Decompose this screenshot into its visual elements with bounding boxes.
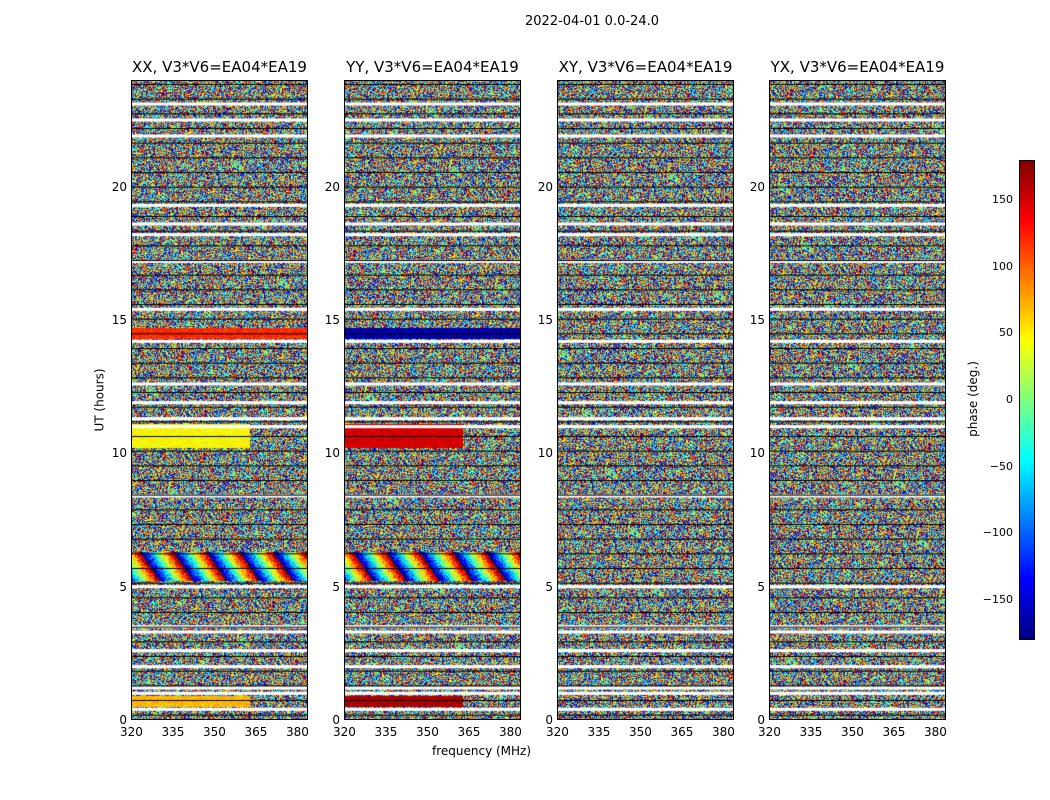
x-tick-label: 365 [670, 725, 694, 739]
y-axis-label: UT (hours) [92, 368, 107, 432]
colorbar-tick-label: 150 [992, 193, 1013, 206]
y-tick-label: 10 [324, 446, 340, 461]
x-tick-label: 380 [923, 725, 947, 739]
y-tick-label: 0 [545, 713, 553, 727]
x-tick-label: 335 [374, 725, 398, 739]
y-tick-label: 5 [757, 579, 765, 594]
y-tick-label: 20 [324, 179, 340, 194]
x-tick-label: 380 [711, 725, 735, 739]
y-tick-label: 15 [537, 313, 553, 327]
x-tick-label: 350 [628, 725, 652, 739]
y-tick-label: 5 [119, 579, 127, 594]
heatmap-4 [769, 80, 946, 720]
x-tick-label: 320 [333, 725, 356, 739]
colorbar-tick-label: −150 [982, 593, 1013, 606]
x-tick-label: 350 [202, 725, 226, 739]
heatmap-1 [131, 80, 308, 720]
x-tick-label: 365 [882, 725, 906, 739]
y-tick-label: 15 [111, 313, 127, 327]
y-tick-label: 5 [332, 579, 340, 594]
y-tick-label: 10 [749, 446, 765, 461]
colorbar-gradient [1019, 160, 1035, 640]
colorbar-tick-label: 100 [992, 259, 1013, 273]
x-tick-label: 365 [244, 725, 268, 739]
x-tick-label: 335 [799, 725, 823, 739]
panel-title-1: XX, V3*V6=EA04*EA19 [132, 58, 307, 76]
x-tick-label: 335 [161, 725, 185, 739]
heatmap-2 [344, 80, 521, 720]
y-tick-label: 0 [757, 713, 765, 727]
y-tick-label: 10 [111, 446, 127, 461]
y-tick-label: 5 [545, 579, 553, 594]
x-tick-label: 380 [498, 725, 522, 739]
panel-title-2: YY, V3*V6=EA04*EA19 [346, 58, 519, 76]
figure-title: 2022-04-01 0.0-24.0 [525, 14, 659, 29]
colorbar-tick-label: −100 [982, 526, 1013, 540]
panel-title-4: YX, V3*V6=EA04*EA19 [770, 58, 945, 76]
colorbar-tick-label: 0 [1006, 393, 1013, 406]
colorbar-tick-label: −50 [989, 459, 1013, 473]
y-tick-label: 0 [119, 713, 127, 727]
y-tick-label: 20 [537, 179, 553, 194]
y-tick-label: 20 [749, 179, 765, 194]
x-tick-label: 335 [587, 725, 611, 739]
colorbar-tick-label: 50 [999, 326, 1013, 340]
y-tick-label: 15 [749, 313, 765, 327]
x-tick-label: 320 [546, 725, 569, 739]
x-tick-label: 365 [457, 725, 481, 739]
colorbar-label: phase (deg.) [965, 361, 980, 437]
x-tick-label: 380 [285, 725, 309, 739]
x-tick-label: 350 [415, 725, 439, 739]
heatmap-3 [557, 80, 734, 720]
x-tick-label: 350 [840, 725, 864, 739]
y-tick-label: 0 [332, 713, 340, 727]
x-axis-label: frequency (MHz) [432, 744, 532, 758]
panel-title-3: XY, V3*V6=EA04*EA19 [558, 58, 733, 76]
x-tick-label: 320 [758, 725, 781, 739]
y-tick-label: 15 [324, 313, 340, 327]
y-tick-label: 20 [111, 179, 127, 194]
x-tick-label: 320 [120, 725, 143, 739]
y-tick-label: 10 [537, 446, 553, 461]
